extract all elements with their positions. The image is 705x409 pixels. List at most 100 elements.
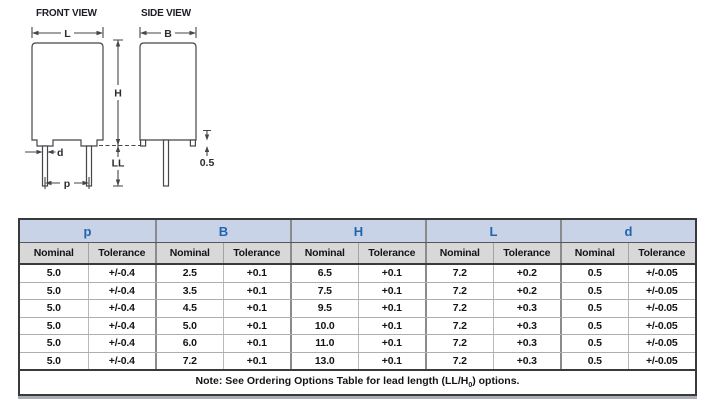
table-row: 5.0 +/-0.4 6.0 +0.1 11.0 +0.1 7.2 +0.3 0.5 +/-0.0… xyxy=(20,334,695,352)
table-cell: +0.2 xyxy=(492,265,561,282)
group-header-L: L xyxy=(425,220,560,242)
table-cell: 7.2 xyxy=(425,282,493,299)
side-view-title: SIDE VIEW xyxy=(141,8,191,19)
subheader-nominal: Nominal xyxy=(33,247,74,259)
table-row: 5.0 +/-0.4 7.2 +0.1 13.0 +0.1 7.2 +0.3 0.5 +/-0.0… xyxy=(20,351,696,369)
group-header-d: d xyxy=(560,220,695,242)
note-text: Note: See Ordering Options Table for lea… xyxy=(195,375,520,390)
table-cell: +0.1 xyxy=(357,265,426,282)
table-subheader-row: Nominal Tolerance Nominal Tolerance Nomi… xyxy=(20,243,695,265)
table-cell: 7.2 xyxy=(425,317,493,334)
table-cell: 0.5 xyxy=(560,335,628,352)
table-cell: 5.0 xyxy=(46,267,61,280)
dim-standoff: 0.5 xyxy=(200,129,215,169)
table-cell: 10.0 xyxy=(290,317,358,334)
table-cell: 0.5 xyxy=(560,265,628,282)
table-cell: 3.5 xyxy=(155,282,223,299)
table-cell: 7.2 xyxy=(425,300,493,317)
table-cell: +/-0.05 xyxy=(627,317,696,334)
table-cell: +0.1 xyxy=(357,317,426,334)
table-cell: 11.0 xyxy=(290,335,358,352)
table-cell: 5.0 xyxy=(46,354,61,367)
label-p: p xyxy=(64,178,70,190)
dim-B: B xyxy=(139,27,197,40)
table-cell: +0.1 xyxy=(222,317,291,334)
table-cell: 2.5 xyxy=(155,265,223,282)
subheader-nominal: Nominal xyxy=(290,243,358,263)
table-cell: +/-0.4 xyxy=(87,335,156,352)
label-standoff: 0.5 xyxy=(200,157,215,169)
table-cell: +/-0.05 xyxy=(627,352,696,369)
label-B: B xyxy=(164,28,172,40)
side-foot-right xyxy=(189,139,196,147)
table-cell: +0.1 xyxy=(222,300,291,317)
table-cell: 0.5 xyxy=(560,352,628,369)
front-view-title: FRONT VIEW xyxy=(36,8,97,19)
table-cell: +/-0.4 xyxy=(87,265,156,282)
table-row: 5.0 +/-0.4 5.0 +0.1 10.0 +0.1 7.2 +0.3 0.5 +/-0.0… xyxy=(20,316,696,334)
table-cell: +0.3 xyxy=(492,335,561,352)
table-cell: 7.2 xyxy=(425,335,493,352)
table-cell: +0.1 xyxy=(357,352,426,369)
table-cell: +0.1 xyxy=(222,352,291,369)
table-cell: +0.1 xyxy=(357,282,426,299)
table-cell: +/-0.4 xyxy=(87,300,156,317)
side-foot-left xyxy=(140,139,147,147)
table-cell: +/-0.4 xyxy=(87,282,156,299)
table-cell: 5.0 xyxy=(155,317,223,334)
table-cell: 0.5 xyxy=(560,300,628,317)
table-cell: 5.0 xyxy=(46,302,61,315)
table-cell: +0.3 xyxy=(492,317,561,334)
subheader-tolerance: Tolerance xyxy=(627,243,696,263)
side-view-body xyxy=(139,42,197,187)
table-cell: 6.5 xyxy=(290,265,358,282)
table-body: 5.0 +/-0.4 2.5 +0.1 6.5 +0.1 7.2 +0.2 0.5 +/-0.05… xyxy=(20,265,695,369)
table-row: 5.0 +/-0.4 2.5 +0.1 6.5 +0.1 7.2 +0.2 0.5 +/-0.05 xyxy=(20,265,695,282)
table-note-row: Note: See Ordering Options Table for lea… xyxy=(20,369,695,394)
table-cell: +/-0.05 xyxy=(627,282,696,299)
subheader-tolerance: Tolerance xyxy=(87,243,156,263)
table-cell: +/-0.05 xyxy=(627,335,696,352)
table-cell: 7.2 xyxy=(425,265,493,282)
subheader-tolerance: Tolerance xyxy=(357,243,426,263)
subheader-tolerance: Tolerance xyxy=(492,243,561,263)
table-cell: +0.2 xyxy=(492,282,561,299)
table-cell: +0.1 xyxy=(357,300,426,317)
table-cell: +0.1 xyxy=(357,335,426,352)
label-H: H xyxy=(114,88,122,100)
subheader-nominal: Nominal xyxy=(425,243,493,263)
table-cell: +/-0.4 xyxy=(87,317,156,334)
table-cell: 4.5 xyxy=(155,300,223,317)
table-row: 5.0 +/-0.4 3.5 +0.1 7.5 +0.1 7.2 +0.2 0.5 +/-0.05 xyxy=(20,281,696,299)
table-cell: 7.5 xyxy=(290,282,358,299)
dim-H: H xyxy=(113,39,123,146)
group-header-H: H xyxy=(290,220,425,242)
table-cell: +0.1 xyxy=(222,282,291,299)
table-cell: +0.3 xyxy=(492,300,561,317)
subheader-nominal: Nominal xyxy=(560,243,628,263)
front-view-body xyxy=(31,42,104,187)
dim-LL: LL xyxy=(112,145,125,187)
table-cell: 7.2 xyxy=(155,352,223,369)
table-cell: +/-0.05 xyxy=(627,265,696,282)
table-cell: +0.1 xyxy=(222,335,291,352)
subheader-tolerance: Tolerance xyxy=(222,243,291,263)
side-lead xyxy=(162,139,170,187)
dim-p: p xyxy=(44,177,90,190)
label-LL: LL xyxy=(112,158,125,170)
table-cell: +0.3 xyxy=(492,352,561,369)
table-cell: +/-0.4 xyxy=(87,352,156,369)
table-cell: +0.1 xyxy=(222,265,291,282)
dim-L: L xyxy=(31,27,104,40)
table-cell: 5.0 xyxy=(46,337,61,350)
label-d: d xyxy=(57,147,63,159)
table-row: 5.0 +/-0.4 4.5 +0.1 9.5 +0.1 7.2 +0.3 0.5 +/-0.05 xyxy=(20,299,695,317)
dimension-drawing: L B H LL d xyxy=(25,27,215,190)
subheader-nominal: Nominal xyxy=(155,243,223,263)
table-cell: 0.5 xyxy=(560,282,628,299)
table-cell: 5.0 xyxy=(46,319,61,332)
group-header-B: B xyxy=(155,220,290,242)
table-cell: +/-0.05 xyxy=(627,300,696,317)
dim-d: d xyxy=(25,147,63,159)
